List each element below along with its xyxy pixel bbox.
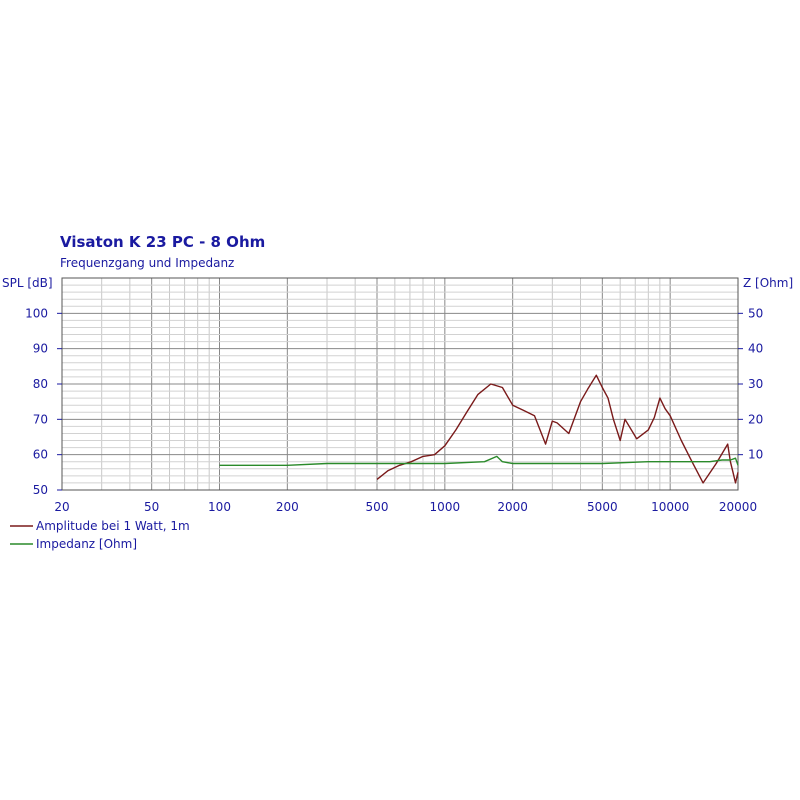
y-axis-right-label: Z [Ohm] [743,276,793,290]
y-left-tick-label: 90 [33,342,48,356]
legend-label-impedance: Impedanz [Ohm] [36,537,137,551]
y-axis-left-label: SPL [dB] [2,276,53,290]
x-tick-label: 10000 [651,500,689,514]
y-right-tick-label: 20 [748,412,763,426]
x-tick-label: 5000 [587,500,618,514]
legend: Amplitude bei 1 Watt, 1m Impedanz [Ohm] [10,519,190,551]
x-tick-label: 50 [144,500,159,514]
y-left-tick-label: 50 [33,483,48,497]
y-right-tick-label: 40 [748,342,763,356]
legend-label-amplitude: Amplitude bei 1 Watt, 1m [36,519,190,533]
series-impedance-line [219,455,739,466]
x-tick-label: 20000 [719,500,757,514]
y-right-tick-label: 50 [748,306,763,320]
grid [61,277,739,491]
series-layer [219,374,739,484]
x-tick-label: 500 [366,500,389,514]
series-amplitude-line [376,374,739,484]
x-tick-label: 200 [276,500,299,514]
y-right-tick-label: 30 [748,377,763,391]
chart-subtitle: Frequenzgang und Impedanz [60,256,234,270]
y-left-tick-label: 70 [33,412,48,426]
tick-labels: 20 50 100 200 500 1000 2000 5000 10000 20000 50 60 7… [25,306,763,514]
x-tick-label: 20 [54,500,69,514]
y-left-tick-label: 100 [25,306,48,320]
y-left-tick-label: 80 [33,377,48,391]
x-tick-label: 1000 [430,500,461,514]
y-right-tick-label: 10 [748,448,763,462]
x-tick-label: 2000 [497,500,528,514]
y-left-tick-label: 60 [33,448,48,462]
x-tick-label: 100 [208,500,231,514]
chart-title: Visaton K 23 PC - 8 Ohm [60,233,265,251]
